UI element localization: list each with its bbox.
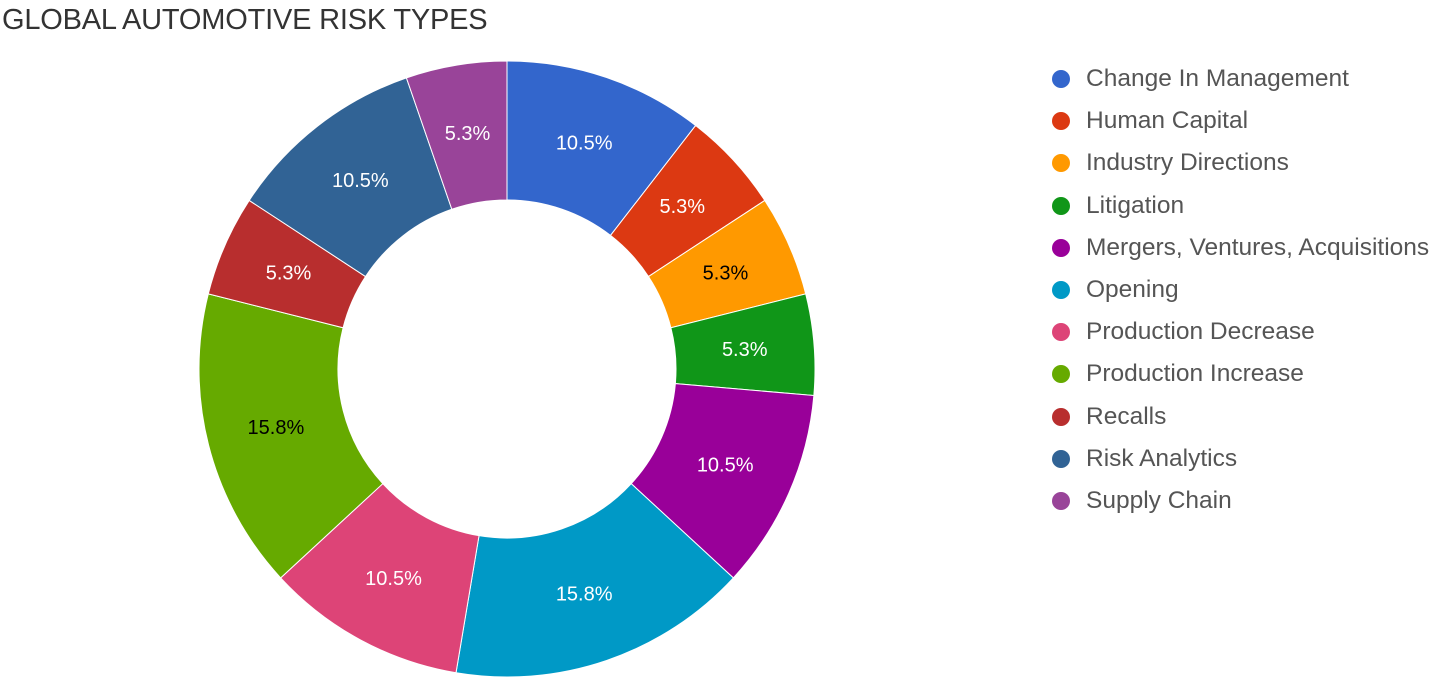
legend-swatch bbox=[1052, 281, 1070, 300]
legend-item[interactable]: Recalls bbox=[1052, 396, 1429, 438]
slice-label: 10.5% bbox=[697, 454, 754, 476]
legend-swatch bbox=[1052, 323, 1070, 342]
legend-swatch bbox=[1052, 407, 1070, 426]
legend: Change In Management Human Capital Industr… bbox=[1052, 58, 1429, 522]
slice-label: 5.3% bbox=[703, 262, 749, 284]
slice-supply-chain bbox=[405, 60, 508, 210]
legend-item[interactable]: Litigation bbox=[1052, 185, 1429, 227]
legend-swatch bbox=[1052, 491, 1070, 510]
legend-label: Risk Analytics bbox=[1086, 444, 1238, 472]
legend-item[interactable]: Change In Management bbox=[1052, 58, 1429, 100]
legend-label: Recalls bbox=[1086, 402, 1167, 430]
chart-title: GLOBAL AUTOMOTIVE RISK TYPES bbox=[2, 4, 488, 36]
legend-item[interactable]: Risk Analytics bbox=[1052, 438, 1429, 480]
slice-opening bbox=[455, 482, 735, 678]
legend-swatch bbox=[1052, 365, 1070, 384]
legend-item[interactable]: Industry Directions bbox=[1052, 142, 1429, 184]
slice-label: 10.5% bbox=[332, 170, 389, 192]
legend-item[interactable]: Production Decrease bbox=[1052, 311, 1429, 353]
legend-label: Production Increase bbox=[1086, 360, 1304, 388]
slice-label: 5.3% bbox=[445, 123, 491, 145]
legend-label: Mergers, Ventures, Acquisitions bbox=[1086, 233, 1430, 261]
legend-swatch bbox=[1052, 449, 1070, 468]
legend-swatch bbox=[1052, 196, 1070, 215]
legend-label: Production Decrease bbox=[1086, 318, 1315, 346]
slice-production-increase bbox=[198, 293, 384, 579]
slice-label: 5.3% bbox=[266, 262, 312, 284]
legend-label: Litigation bbox=[1086, 191, 1185, 219]
legend-item[interactable]: Mergers, Ventures, Acquisitions bbox=[1052, 227, 1429, 269]
legend-swatch bbox=[1052, 154, 1070, 173]
legend-item[interactable]: Human Capital bbox=[1052, 100, 1429, 142]
legend-label: Opening bbox=[1086, 276, 1179, 304]
legend-swatch bbox=[1052, 238, 1070, 257]
legend-label: Industry Directions bbox=[1086, 149, 1289, 177]
slice-label: 15.8% bbox=[248, 417, 305, 439]
legend-label: Supply Chain bbox=[1086, 486, 1232, 514]
slice-label: 10.5% bbox=[556, 132, 613, 154]
slice-label: 15.8% bbox=[556, 584, 613, 606]
legend-swatch bbox=[1052, 70, 1070, 89]
legend-item[interactable]: Production Increase bbox=[1052, 353, 1429, 395]
legend-swatch bbox=[1052, 112, 1070, 131]
legend-item[interactable]: Supply Chain bbox=[1052, 480, 1429, 522]
slice-label: 5.3% bbox=[659, 196, 705, 218]
legend-label: Change In Management bbox=[1086, 65, 1349, 93]
slice-label: 10.5% bbox=[365, 568, 422, 590]
legend-label: Human Capital bbox=[1086, 107, 1249, 135]
donut-chart: 10.5% 5.3% 5.3% 5.3% 10.5% 15.8% 10.5% 15.8% 5.3… bbox=[198, 60, 816, 678]
slice-label: 5.3% bbox=[722, 339, 768, 361]
legend-item[interactable]: Opening bbox=[1052, 269, 1429, 311]
